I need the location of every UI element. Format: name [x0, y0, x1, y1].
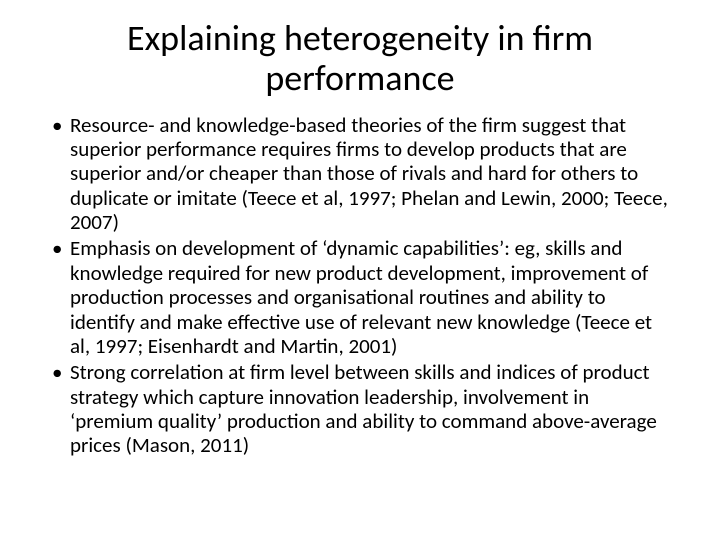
bullet-list: Resource- and knowledge-based theories o… [40, 113, 680, 460]
slide: Explaining heterogeneity in firm perform… [0, 0, 720, 540]
bullet-item: Strong correlation at firm level between… [48, 360, 672, 457]
bullet-item: Resource- and knowledge-based theories o… [48, 113, 672, 235]
slide-title: Explaining heterogeneity in firm perform… [40, 18, 680, 99]
bullet-item: Emphasis on development of ‘dynamic capa… [48, 236, 672, 358]
